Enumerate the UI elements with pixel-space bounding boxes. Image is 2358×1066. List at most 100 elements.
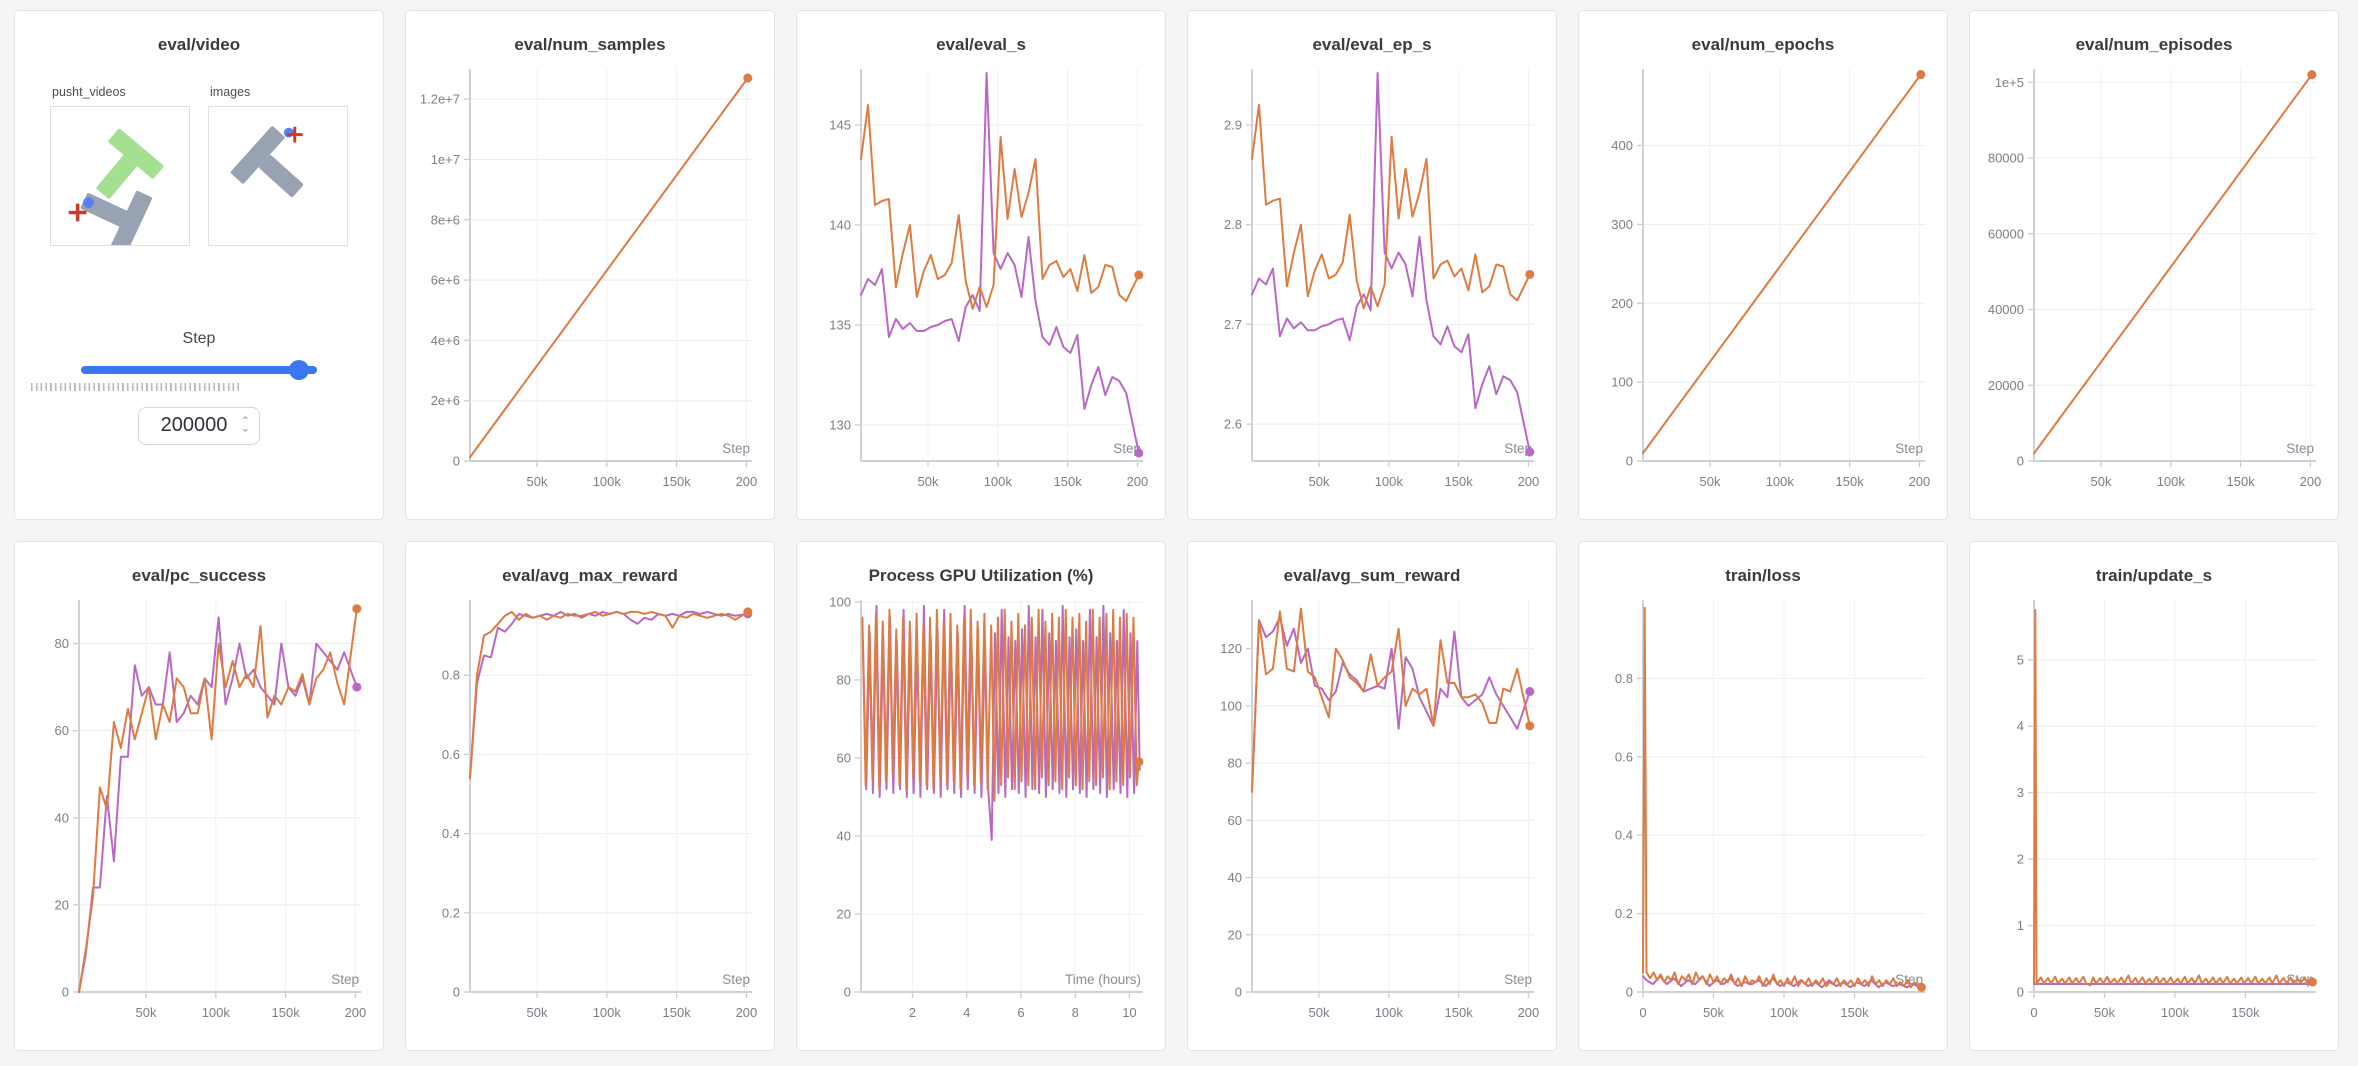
svg-text:100k: 100k [984,474,1013,489]
svg-text:50k: 50k [1700,474,1721,489]
svg-text:300: 300 [1611,217,1633,232]
step-value-input[interactable]: 200000 ⌃ ⌄ [138,407,260,445]
chart-title: train/loss [1725,566,1801,585]
panel-eval-eval-ep-s: eval/eval_ep_s 2.6 2.7 2.8 2.9 50k 100k 150k 20… [1187,10,1557,520]
svg-text:0.8: 0.8 [1615,671,1633,686]
svg-text:2: 2 [909,1005,916,1020]
line-chart-eval-pc-success[interactable]: 0 20 40 60 80 50k 100k 150k 200 Step [23,590,375,1036]
line-chart-eval-avg-sum-reward[interactable]: 0 20 40 60 80 100 120 50k 100k 150k 200 Step [1196,590,1548,1036]
chart-title: eval/eval_s [936,35,1026,54]
line-chart-eval-eval-ep-s[interactable]: 2.6 2.7 2.8 2.9 50k 100k 150k 200 Step [1196,59,1548,505]
pusht-render-image [68,128,164,255]
svg-text:135: 135 [829,318,851,333]
svg-text:120: 120 [1220,641,1242,656]
svg-text:2: 2 [2017,852,2024,867]
svg-text:50k: 50k [527,474,548,489]
svg-text:2.8: 2.8 [1224,217,1242,232]
line-chart-gpu-utilization[interactable]: 0 20 40 60 80 100 2 4 6 8 10 Time (hours) [805,590,1157,1036]
svg-text:200: 200 [1518,474,1540,489]
svg-text:60: 60 [837,750,851,765]
svg-text:0: 0 [844,985,851,1000]
svg-text:40: 40 [55,810,69,825]
pusht-render-image [230,126,304,197]
svg-text:200: 200 [1518,1005,1540,1020]
svg-text:100k: 100k [1766,474,1795,489]
svg-text:0.4: 0.4 [442,826,460,841]
svg-text:50k: 50k [1309,1005,1330,1020]
svg-text:5: 5 [2017,652,2024,667]
svg-text:6e+6: 6e+6 [431,273,460,288]
chart-title: train/update_s [2095,566,2213,585]
pusht-video-frame[interactable] [50,106,190,255]
step-slider-label: Step [182,330,216,347]
svg-text:0.6: 0.6 [1615,749,1633,764]
svg-text:Step: Step [331,972,359,987]
svg-text:40: 40 [1228,870,1242,885]
svg-text:0: 0 [2017,985,2024,1000]
images-video-frame[interactable] [208,106,348,246]
svg-text:2.6: 2.6 [1224,417,1242,432]
svg-text:200: 200 [736,474,758,489]
svg-text:1e+5: 1e+5 [1995,75,2024,90]
svg-text:0.2: 0.2 [442,905,460,920]
svg-text:20: 20 [55,897,69,912]
panel-eval-avg-max-reward: eval/avg_max_reward 0 0.2 0.4 0.6 0.8 50k 100k… [405,541,775,1051]
svg-text:0: 0 [1235,985,1242,1000]
video-thumb-images: images [208,85,348,246]
svg-text:0.6: 0.6 [442,747,460,762]
line-chart-eval-num-episodes[interactable]: 0 20000 40000 60000 80000 1e+5 50k 100k 150k 200 S… [1978,59,2330,505]
panel-train-update-s: train/update_s 0 1 2 3 4 5 0 50k 100k 150k Step [1969,541,2339,1051]
line-chart-eval-eval-s[interactable]: 130 135 140 145 50k 100k 150k 200 Step [805,59,1157,505]
svg-text:20: 20 [837,906,851,921]
chart-title: eval/pc_success [131,566,267,585]
panel-title: eval/video [157,35,241,54]
chart-title: eval/eval_ep_s [1312,35,1432,54]
panel-eval-eval-s: eval/eval_s 130 135 140 145 50k 100k 150k 200 St… [796,10,1166,520]
svg-text:150k: 150k [1836,474,1865,489]
svg-text:145: 145 [829,118,851,133]
panel-eval-avg-sum-reward: eval/avg_sum_reward 0 20 40 60 80 100 120 50k 10… [1187,541,1557,1051]
svg-text:60: 60 [1228,813,1242,828]
svg-text:80000: 80000 [1988,151,2024,166]
chart-title: eval/avg_sum_reward [1283,566,1461,585]
video-thumbnails: pusht_videos [15,85,383,255]
svg-text:150k: 150k [1445,1005,1474,1020]
line-chart-eval-avg-max-reward[interactable]: 0 0.2 0.4 0.6 0.8 50k 100k 150k 200 Step [414,590,766,1036]
svg-text:100k: 100k [202,1005,231,1020]
svg-text:0: 0 [453,985,460,1000]
step-slider-track[interactable] [81,366,317,374]
stepper-arrows-icon[interactable]: ⌃ ⌄ [240,415,250,435]
svg-text:8: 8 [1072,1005,1079,1020]
svg-text:200: 200 [1611,296,1633,311]
svg-text:Step: Step [1504,441,1532,456]
line-chart-eval-num-samples[interactable]: 0 2e+6 4e+6 6e+6 8e+6 1e+7 1.2e+7 50k 100k 150k 20… [414,59,766,505]
panel-gpu-utilization: Process GPU Utilization (%) 0 20 40 60 80 100… [796,541,1166,1051]
step-slider-thumb[interactable] [288,360,309,380]
line-chart-eval-num-epochs[interactable]: 0 100 200 300 400 50k 100k 150k 200 Step [1587,59,1939,505]
svg-text:100k: 100k [2157,474,2186,489]
svg-text:150k: 150k [272,1005,301,1020]
svg-text:0.8: 0.8 [442,668,460,683]
svg-text:400: 400 [1611,138,1633,153]
chart-title: eval/num_episodes [2075,35,2233,54]
svg-text:Step: Step [1504,972,1532,987]
step-control: Step 200000 ⌃ ⌄ [15,330,383,445]
step-value: 200000 [160,414,228,436]
svg-text:50k: 50k [1309,474,1330,489]
chart-title: eval/avg_max_reward [502,566,678,585]
svg-text:100k: 100k [1770,1005,1799,1020]
panel-eval-num-episodes: eval/num_episodes 0 20000 40000 60000 80000 1… [1969,10,2339,520]
video-thumb-pusht: pusht_videos [50,85,190,255]
svg-text:150k: 150k [1054,474,1083,489]
step-slider[interactable] [81,360,317,380]
svg-text:100k: 100k [1375,1005,1404,1020]
svg-text:60: 60 [55,723,69,738]
svg-text:0: 0 [2030,1005,2037,1020]
svg-text:40000: 40000 [1988,302,2024,317]
svg-text:0: 0 [1639,1005,1646,1020]
svg-text:50k: 50k [1703,1005,1724,1020]
svg-text:50k: 50k [918,474,939,489]
svg-text:40: 40 [837,828,851,843]
